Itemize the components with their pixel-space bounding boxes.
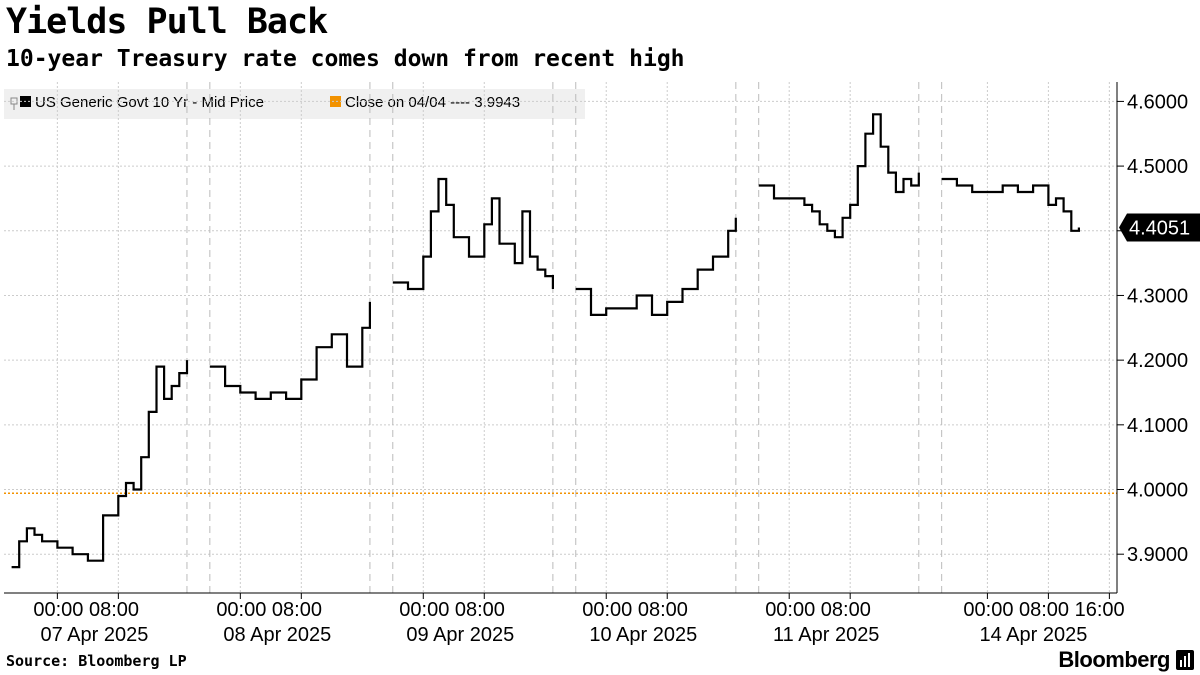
y-tick-label: 4.3000 xyxy=(1127,285,1188,307)
x-tick-label-time: 00:00 08:00 xyxy=(399,599,505,621)
last-value-group: 4.4051 xyxy=(1119,213,1200,242)
x-tick-label-time: 00:00 08:00 xyxy=(216,599,322,621)
x-tick-label-day: 09 Apr 2025 xyxy=(406,624,514,646)
legend-label-close: Close on 04/04 ---- 3.9943 xyxy=(345,94,520,111)
x-tick-label-time: 00:00 08:00 16:00 xyxy=(963,599,1124,621)
y-tick-label: 4.6000 xyxy=(1127,91,1188,113)
series-line-segment xyxy=(392,177,554,291)
series-group xyxy=(11,113,1080,569)
chart-subtitle: 10-year Treasury rate comes down from re… xyxy=(6,46,685,72)
x-tick-label-time: 00:00 08:00 xyxy=(582,599,688,621)
x-axis: 00:00 08:00 07 Apr 2025 00:00 08:00 08 Apr … xyxy=(4,592,1125,646)
x-tick-label-day: 11 Apr 2025 xyxy=(773,624,879,646)
y-tick-label: 4.2000 xyxy=(1127,350,1188,372)
day-dividers xyxy=(186,82,943,593)
grid-lines xyxy=(4,82,1117,593)
series-line-segment xyxy=(758,113,920,239)
bloomberg-logo-text: Bloomberg xyxy=(1058,647,1170,672)
series-line-segment xyxy=(941,177,1080,232)
series-line-segment xyxy=(11,360,189,569)
x-tick-label-day: 10 Apr 2025 xyxy=(589,624,697,646)
legend-background xyxy=(4,89,585,119)
x-tick-label-time: 00:00 08:00 xyxy=(765,599,871,621)
bloomberg-logo-icon xyxy=(1176,650,1194,670)
y-tick-label: 4.5000 xyxy=(1127,156,1188,178)
y-axis: 3.90004.00004.10004.20004.30004.40004.50… xyxy=(1116,82,1188,593)
last-value-label: 4.4051 xyxy=(1129,217,1190,239)
y-tick-label: 4.1000 xyxy=(1127,415,1188,437)
last-value-flag xyxy=(1119,213,1200,242)
series-line-segment xyxy=(575,217,737,316)
legend-label-series: US Generic Govt 10 Yr - Mid Price xyxy=(35,94,264,111)
chart-title: Yields Pull Back xyxy=(6,2,328,42)
legend-swatch-close xyxy=(330,96,341,107)
x-tick-label-day: 07 Apr 2025 xyxy=(40,624,148,646)
y-tick-label: 3.9000 xyxy=(1127,544,1188,566)
x-tick-label-day: 08 Apr 2025 xyxy=(223,624,331,646)
x-tick-label-day: 14 Apr 2025 xyxy=(979,624,1087,646)
x-tick-label-time: 00:00 08:00 xyxy=(33,599,139,621)
y-tick-label: 4.0000 xyxy=(1127,480,1188,502)
series-line-segment xyxy=(209,301,371,400)
source-note: Source: Bloomberg LP xyxy=(6,652,187,670)
